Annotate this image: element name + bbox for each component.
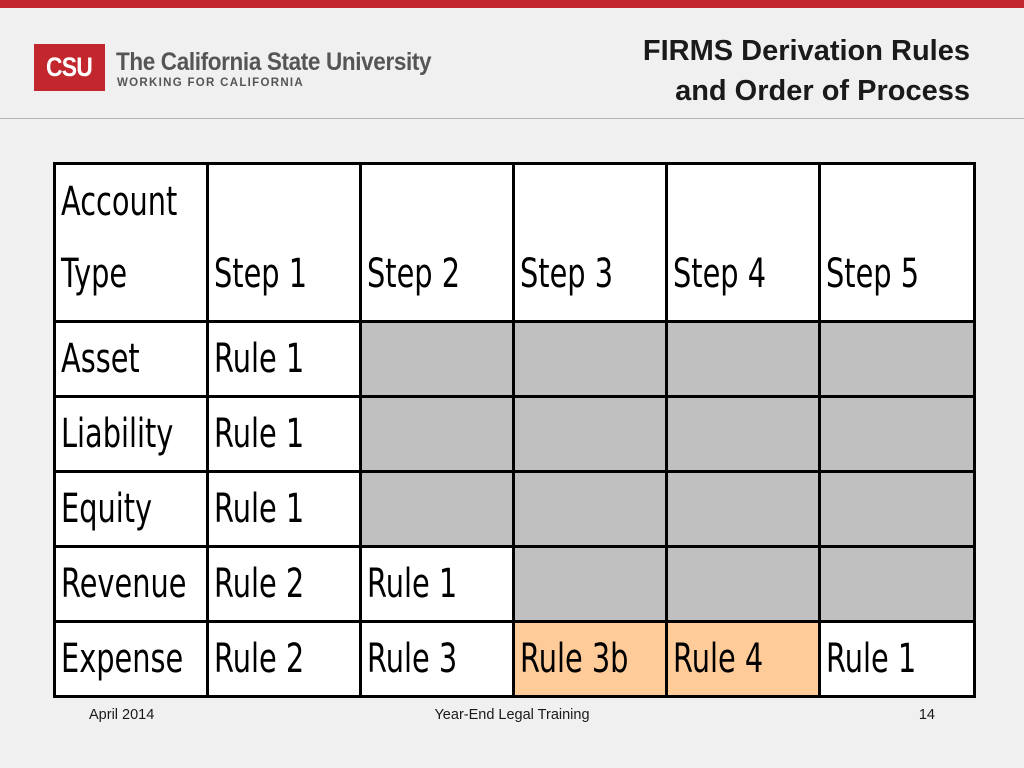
empty-cell	[512, 395, 668, 473]
empty-cell	[665, 395, 821, 473]
account-type-cell: Liability	[53, 395, 209, 473]
logo-tagline: WORKING FOR CALIFORNIA	[117, 77, 305, 89]
header-step-4: Step 4	[665, 162, 821, 323]
table-header-row: Account Type Step 1 Step 2 Step 3 Step 4…	[53, 162, 976, 323]
rule-cell: Rule 1	[818, 620, 976, 698]
csu-logo: CSU The California State University WORK…	[34, 44, 454, 94]
empty-cell	[818, 320, 976, 398]
header-divider	[0, 118, 1024, 119]
highlighted-rule-cell: Rule 4	[665, 620, 821, 698]
header-step-1: Step 1	[206, 162, 362, 323]
empty-cell	[665, 470, 821, 548]
table-row: Expense Rule 2 Rule 3 Rule 3b Rule 4 Rule 1	[53, 620, 976, 698]
account-type-cell: Equity	[53, 470, 209, 548]
top-accent-bar	[0, 0, 1024, 8]
empty-cell	[512, 470, 668, 548]
logo-wordmark: The California State University	[116, 48, 432, 76]
rule-cell: Rule 1	[206, 395, 362, 473]
rule-cell: Rule 2	[206, 545, 362, 623]
header-step-5: Step 5	[818, 162, 976, 323]
account-type-cell: Asset	[53, 320, 209, 398]
empty-cell	[512, 545, 668, 623]
empty-cell	[665, 545, 821, 623]
footer-event-title: Year-End Legal Training	[434, 707, 590, 723]
header-step-2: Step 2	[359, 162, 515, 323]
empty-cell	[818, 545, 976, 623]
highlighted-rule-cell: Rule 3b	[512, 620, 668, 698]
rule-cell: Rule 1	[206, 320, 362, 398]
logo-abbr: CSU	[46, 52, 94, 82]
slide-title-line-2: and Order of Process	[675, 75, 970, 107]
footer-page-number: 14	[918, 707, 935, 723]
table-row: Liability Rule 1	[53, 395, 976, 473]
table-row: Asset Rule 1	[53, 320, 976, 398]
rule-cell: Rule 2	[206, 620, 362, 698]
footer-date: April 2014	[89, 707, 155, 723]
account-type-cell: Revenue	[53, 545, 209, 623]
rule-cell: Rule 1	[206, 470, 362, 548]
account-type-cell: Expense	[53, 620, 209, 698]
slide-title: FIRMS Derivation Rules and Order of Proc…	[450, 31, 970, 111]
slide-title-line-1: FIRMS Derivation Rules	[642, 35, 970, 67]
rule-cell: Rule 3	[359, 620, 515, 698]
empty-cell	[359, 320, 515, 398]
derivation-rules-table: Account Type Step 1 Step 2 Step 3 Step 4…	[53, 162, 976, 698]
empty-cell	[359, 395, 515, 473]
empty-cell	[512, 320, 668, 398]
empty-cell	[665, 320, 821, 398]
rule-cell: Rule 1	[359, 545, 515, 623]
header-account-type: Account Type	[53, 162, 209, 323]
empty-cell	[359, 470, 515, 548]
empty-cell	[818, 395, 976, 473]
table-row: Equity Rule 1	[53, 470, 976, 548]
header-step-3: Step 3	[512, 162, 668, 323]
csu-logo-mark: CSU	[34, 44, 105, 91]
empty-cell	[818, 470, 976, 548]
table-row: Revenue Rule 2 Rule 1	[53, 545, 976, 623]
